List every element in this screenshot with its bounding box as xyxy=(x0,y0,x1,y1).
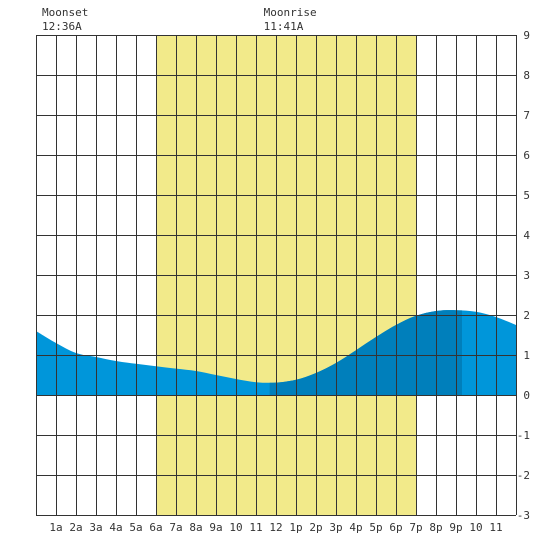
y-tick-label: 4 xyxy=(523,229,530,242)
y-tick-label: 8 xyxy=(523,69,530,82)
x-tick-label: 5p xyxy=(369,521,382,534)
y-tick-label: 3 xyxy=(523,269,530,282)
x-tick-label: 5a xyxy=(129,521,142,534)
grid-layer xyxy=(36,35,517,516)
y-tick-label: -2 xyxy=(517,469,530,482)
x-tick-label: 1a xyxy=(49,521,62,534)
x-tick-label: 2p xyxy=(309,521,322,534)
moon-event-label: Moonset xyxy=(42,6,88,19)
x-tick-label: 8a xyxy=(189,521,202,534)
x-tick-label: 9p xyxy=(449,521,462,534)
y-tick-label: -1 xyxy=(517,429,530,442)
y-tick-label: 9 xyxy=(523,29,530,42)
y-tick-labels: 9 8 7 6 5 4 3 2 1 0 -1 -2 -3 xyxy=(517,29,531,522)
x-tick-label: 7a xyxy=(169,521,182,534)
y-tick-label: -3 xyxy=(517,509,530,522)
y-tick-label: 6 xyxy=(523,149,530,162)
x-tick-label: 2a xyxy=(69,521,82,534)
x-tick-label: 12 xyxy=(269,521,282,534)
moon-event-time: 12:36A xyxy=(42,20,82,33)
x-tick-label: 6a xyxy=(149,521,162,534)
x-tick-label: 3a xyxy=(89,521,102,534)
y-tick-label: 0 xyxy=(523,389,530,402)
x-tick-label: 6p xyxy=(389,521,402,534)
x-tick-label: 4a xyxy=(109,521,122,534)
y-tick-label: 5 xyxy=(523,189,530,202)
x-tick-label: 3p xyxy=(329,521,342,534)
y-tick-label: 1 xyxy=(523,349,530,362)
x-tick-label: 1p xyxy=(289,521,302,534)
tide-area-moon-up xyxy=(269,310,462,395)
x-tick-label: 11 xyxy=(489,521,502,534)
x-tick-label: 10 xyxy=(229,521,242,534)
y-tick-label: 2 xyxy=(523,309,530,322)
x-tick-label: 7p xyxy=(409,521,422,534)
x-tick-label: 9a xyxy=(209,521,222,534)
x-tick-label: 10 xyxy=(469,521,482,534)
x-tick-label: 4p xyxy=(349,521,362,534)
x-tick-label: 11 xyxy=(249,521,262,534)
x-tick-labels: 1a 2a 3a 4a 5a 6a 7a 8a 9a 10 11 12 1p 2p 3p 4p 5p 6p 7p 8p… xyxy=(49,521,502,534)
moon-event-time: 11:41A xyxy=(264,20,304,33)
x-tick-label: 8p xyxy=(429,521,442,534)
y-tick-label: 7 xyxy=(523,109,530,122)
moon-event-label: Moonrise xyxy=(264,6,317,19)
